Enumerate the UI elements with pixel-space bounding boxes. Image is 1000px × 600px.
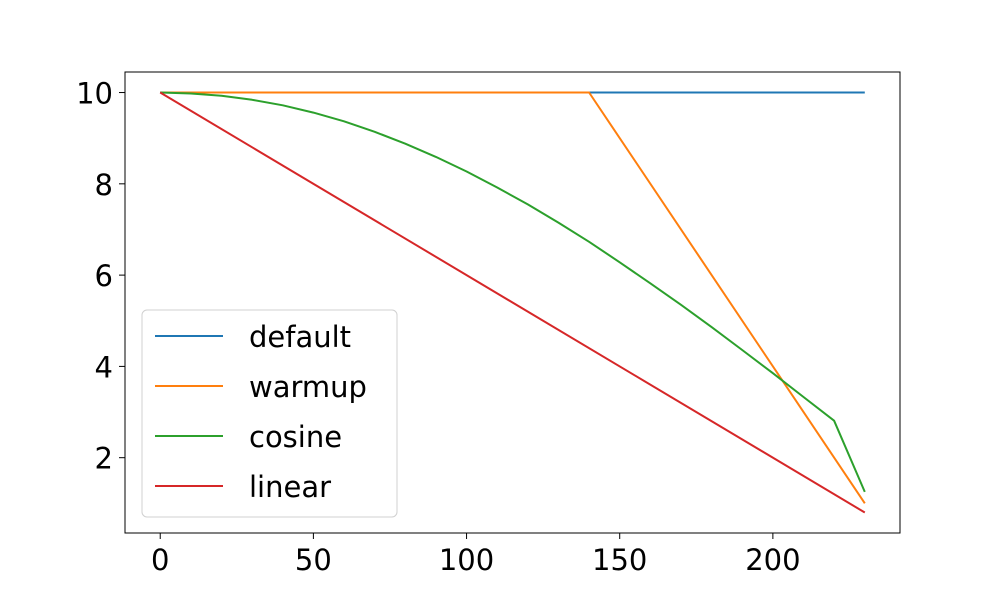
series-line-warmup	[160, 91, 866, 504]
legend-label-linear: linear	[249, 470, 331, 504]
y-tick-label: 4	[95, 350, 113, 384]
legend-label-warmup: warmup	[249, 370, 367, 404]
legend-box	[141, 309, 398, 518]
x-tick-label: 100	[439, 543, 494, 577]
y-tick-label: 10	[76, 77, 113, 111]
x-tick-label: 50	[295, 543, 332, 577]
plot-frame	[124, 71, 901, 534]
legend: default warmup cosine linear	[141, 309, 398, 518]
x-tick-label: 0	[151, 543, 169, 577]
y-tick-label: 8	[95, 168, 113, 202]
y-tick-label: 2	[95, 442, 113, 476]
plot-layer	[159, 91, 866, 514]
series-line-cosine	[160, 91, 866, 493]
y-tick-label: 6	[95, 259, 113, 293]
series-line-linear	[159, 91, 866, 514]
x-tick-label: 150	[592, 543, 647, 577]
x-tick-label: 200	[745, 543, 800, 577]
legend-label-default: default	[249, 320, 351, 354]
legend-label-cosine: cosine	[249, 420, 342, 454]
axes-layer: 0 50 100 150 200 2 4 6 8 10	[76, 71, 901, 577]
